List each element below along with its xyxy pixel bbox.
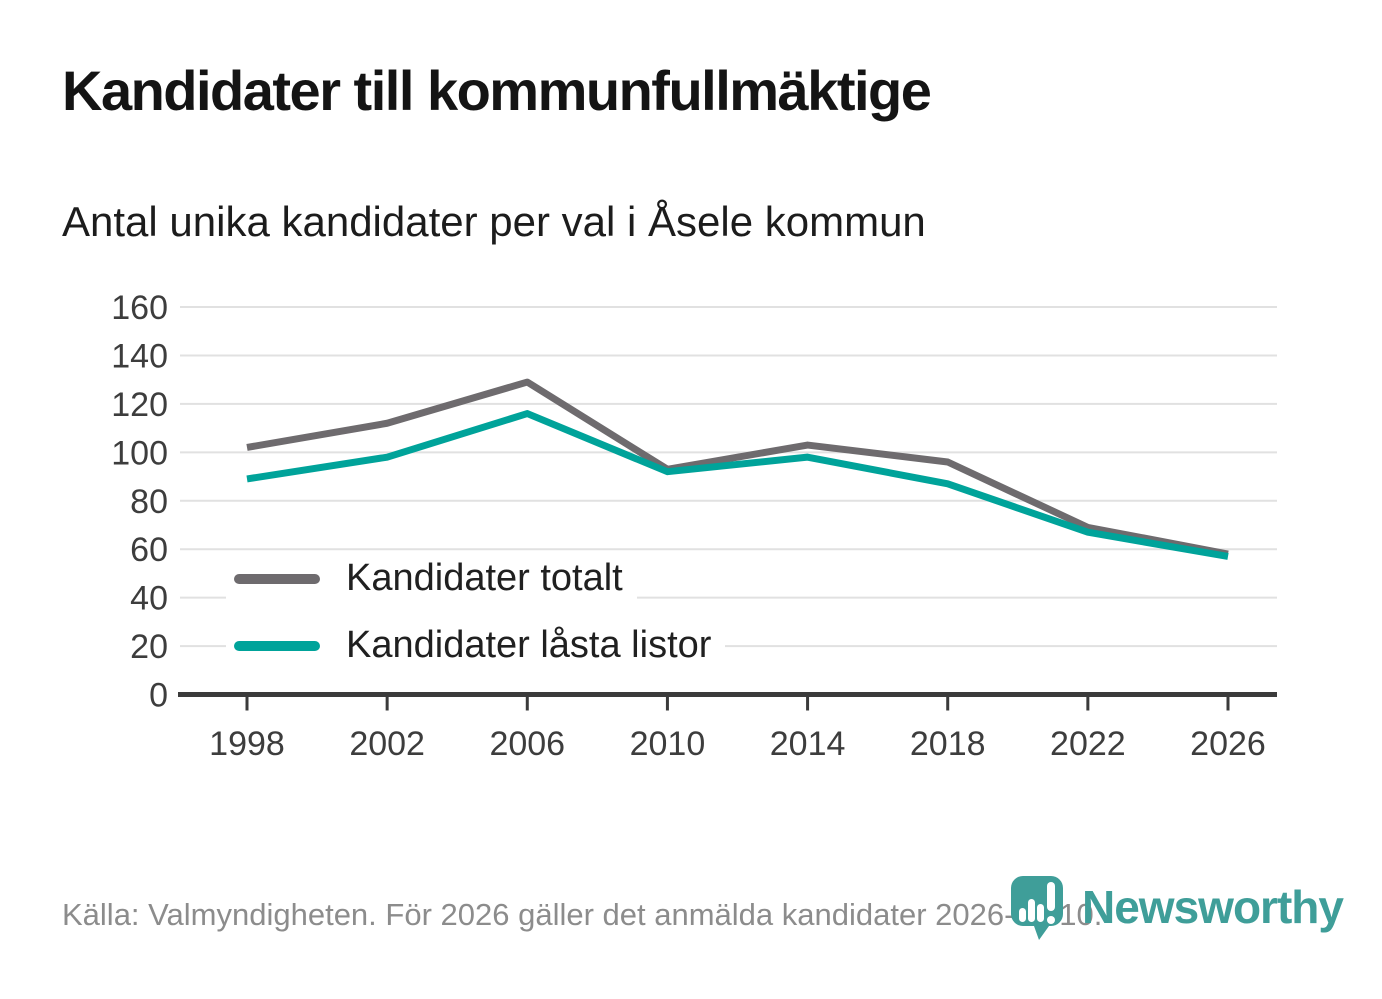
x-tick-label: 2014 <box>770 725 846 763</box>
legend-swatch-totalt <box>234 573 320 584</box>
page-title: Kandidater till kommunfullmäktige <box>62 59 932 122</box>
series-line-1 <box>246 410 1229 560</box>
y-tick-label: 120 <box>111 386 168 424</box>
x-tick-label: 2010 <box>630 725 706 763</box>
y-tick-label: 80 <box>130 483 168 521</box>
x-tick-label: 2006 <box>489 725 565 763</box>
source-note: Källa: Valmyndigheten. För 2026 gäller d… <box>62 897 1103 932</box>
legend-item-totalt: Kandidater totalt <box>226 552 637 605</box>
y-tick-label: 60 <box>130 531 168 569</box>
x-tick-label: 2002 <box>349 725 425 763</box>
y-tick-label: 140 <box>111 337 168 375</box>
x-tick-label: 2026 <box>1190 725 1266 763</box>
legend-label-totalt: Kandidater totalt <box>346 557 623 599</box>
y-tick-label: 40 <box>130 580 168 618</box>
y-tick-label: 0 <box>149 677 168 715</box>
series-line-0 <box>246 378 1229 558</box>
newsworthy-pin-icon <box>1011 876 1063 940</box>
chart-legend: Kandidater totalt Kandidater låsta listo… <box>226 552 726 672</box>
y-tick-label: 160 <box>111 289 168 327</box>
legend-swatch-lasta-listor <box>234 640 320 651</box>
newsworthy-logo: Newsworthy <box>1006 874 1344 944</box>
x-tick-label: 2018 <box>910 725 986 763</box>
legend-label-lasta-listor: Kandidater låsta listor <box>346 624 712 666</box>
legend-item-lasta-listor: Kandidater låsta listor <box>226 619 726 672</box>
y-tick-label: 100 <box>111 434 168 472</box>
chart-subtitle: Antal unika kandidater per val i Åsele k… <box>62 198 926 245</box>
x-tick-label: 1998 <box>209 725 285 763</box>
x-tick-label: 2022 <box>1050 725 1126 763</box>
y-tick-label: 20 <box>130 628 168 666</box>
newsworthy-wordmark: Newsworthy <box>1082 881 1344 933</box>
